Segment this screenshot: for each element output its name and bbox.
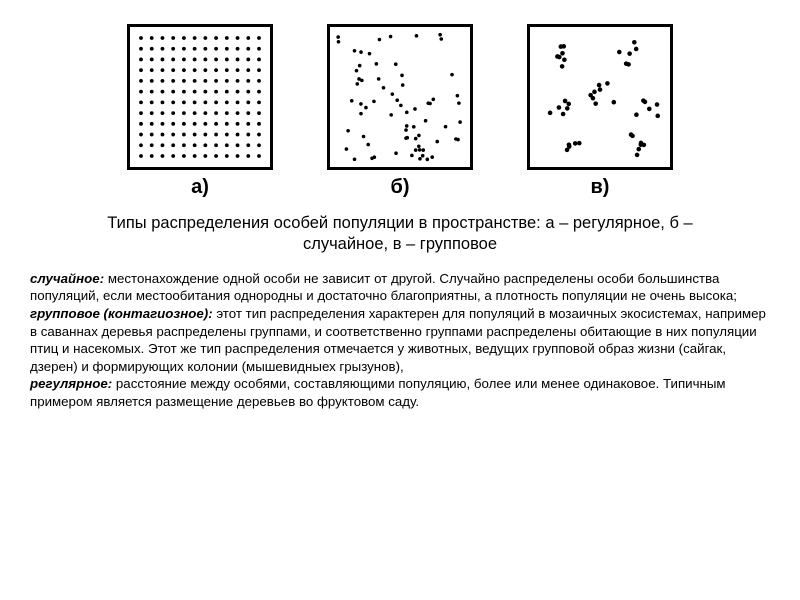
figure-c-label: в) <box>591 176 610 199</box>
paragraph-random: случайное: местонахождение одной особи н… <box>30 270 770 305</box>
figure-a: а) <box>127 24 273 199</box>
figure-b-label: б) <box>390 176 409 199</box>
paragraph-regular: регулярное: расстояние между особями, со… <box>30 375 770 410</box>
figure-a-label: а) <box>191 176 209 199</box>
figure-row: а) б) в) <box>30 24 770 199</box>
term-random: случайное: <box>30 271 104 286</box>
figure-b-svg <box>327 24 473 170</box>
text-random: местонахождение одной особи не зависит о… <box>30 271 737 304</box>
figure-b: б) <box>327 24 473 199</box>
term-regular: регулярное: <box>30 376 112 391</box>
paragraph-group: групповое (контагиозное): этот тип распр… <box>30 305 770 375</box>
term-group: групповое (контагиозное): <box>30 306 213 321</box>
body-text: случайное: местонахождение одной особи н… <box>30 270 770 410</box>
figure-c-svg <box>527 24 673 170</box>
figure-c: в) <box>527 24 673 199</box>
figure-caption: Типы распределения особей популяции в пр… <box>90 213 710 256</box>
page: а) б) в) Типы распределения особей попул… <box>0 0 800 600</box>
text-regular: расстояние между особями, составляющими … <box>30 376 726 409</box>
figure-a-svg <box>127 24 273 170</box>
